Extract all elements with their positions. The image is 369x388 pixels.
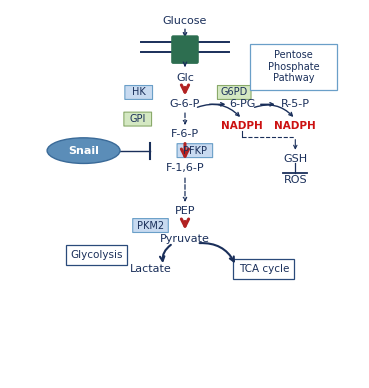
- Text: F-6-P: F-6-P: [171, 129, 199, 139]
- Ellipse shape: [47, 138, 120, 163]
- Text: GSH: GSH: [283, 154, 307, 163]
- Text: R-5-P: R-5-P: [281, 99, 310, 109]
- FancyBboxPatch shape: [125, 85, 152, 99]
- Text: NADPH: NADPH: [275, 121, 316, 131]
- FancyBboxPatch shape: [177, 144, 213, 158]
- FancyBboxPatch shape: [233, 259, 294, 279]
- Text: Glc: Glc: [176, 73, 194, 83]
- Text: PFKP: PFKP: [183, 146, 207, 156]
- Text: Pyruvate: Pyruvate: [160, 234, 210, 244]
- Text: 6-PG: 6-PG: [229, 99, 255, 109]
- Text: Pentose
Phosphate
Pathway: Pentose Phosphate Pathway: [268, 50, 319, 83]
- Text: PEP: PEP: [175, 206, 195, 216]
- FancyBboxPatch shape: [124, 112, 152, 126]
- Text: TCA cycle: TCA cycle: [239, 264, 289, 274]
- Text: F-1,6-P: F-1,6-P: [166, 163, 204, 173]
- FancyBboxPatch shape: [133, 218, 168, 232]
- FancyBboxPatch shape: [171, 35, 199, 64]
- Text: Glucose: Glucose: [163, 16, 207, 26]
- Text: G-6-P: G-6-P: [170, 99, 200, 109]
- Text: NADPH: NADPH: [221, 121, 263, 131]
- Text: GPI: GPI: [130, 114, 146, 124]
- Text: Lactate: Lactate: [130, 264, 171, 274]
- FancyBboxPatch shape: [217, 85, 251, 99]
- Text: Snail: Snail: [68, 146, 99, 156]
- FancyBboxPatch shape: [250, 44, 337, 90]
- Text: ROS: ROS: [283, 175, 307, 185]
- Text: PKM2: PKM2: [137, 220, 164, 230]
- Text: HK: HK: [132, 87, 146, 97]
- Text: G6PD: G6PD: [221, 87, 248, 97]
- FancyBboxPatch shape: [66, 245, 127, 265]
- Text: Glycolysis: Glycolysis: [70, 250, 123, 260]
